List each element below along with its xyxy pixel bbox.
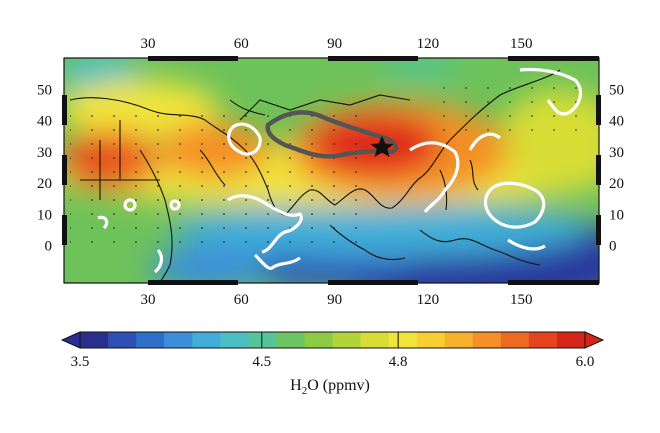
colorbar-tick-label: 3.5 [71,354,90,370]
latitude-labels-right: 0 10 20 30 40 50 [609,82,624,254]
lat-tick-label-left: 30 [37,145,52,161]
low-moisture-west [150,246,270,283]
colorbar-segment [248,332,277,348]
colorbar [60,331,605,349]
colorbar-segment [80,332,109,348]
lat-tick-label-right: 0 [609,239,617,255]
lon-tick-label-bottom: 30 [140,292,155,308]
lon-tick-label-bottom: 120 [417,292,440,308]
lat-tick-label-left: 0 [45,239,53,255]
star-marker [370,136,394,157]
lat-tick-label-left: 20 [37,176,52,192]
map-panel [64,58,599,283]
colorbar-segment [528,332,558,348]
colorbar-segment [276,332,305,348]
lon-tick-label-bottom: 150 [510,292,533,308]
lon-tick-label-top: 120 [417,36,440,52]
colorbar-tick-labels: 3.5 4.5 4.8 6.0 [71,332,595,370]
latitude-labels-left: 0 10 20 30 40 50 [37,82,52,254]
lon-tick-label-bottom: 60 [234,292,249,308]
colorbar-segment [444,332,474,348]
lat-tick-label-right: 40 [609,114,624,130]
coastlines [69,69,561,283]
colorbar-segment [304,332,333,348]
colorbar-tick-label: 4.8 [389,354,408,370]
longitude-labels-top: 30 60 90 120 150 [140,36,532,52]
lon-tick-label-top: 30 [140,36,155,52]
longitude-labels-bottom: 30 60 90 120 150 [140,292,532,308]
cyan-north [380,58,460,78]
colorbar-title-sub: 2 [301,385,308,398]
lat-tick-label-left: 50 [37,82,52,98]
lat-tick-label-right: 10 [609,207,624,223]
lon-tick-label-top: 150 [510,36,533,52]
colorbar-segment [388,332,418,348]
colorbar-tick-label: 6.0 [576,354,595,370]
lon-tick-label-top: 90 [327,36,342,52]
tibetan-plateau-outline [265,110,399,159]
colorbar-segment [472,332,502,348]
colorbar-segment [332,332,362,348]
lat-tick-label-right: 50 [609,82,624,98]
lat-tick-label-left: 10 [37,207,52,223]
significance-dots-east [440,80,580,140]
colorbar-segment [164,332,193,348]
colorbar-segment [108,332,137,348]
colorbar-segment [360,332,390,348]
frame-border-ticks [62,56,601,285]
colorbar-segment [136,332,165,348]
colorbar-tick-label: 4.5 [252,354,271,370]
colorbar-segment [500,332,530,348]
colorbar-title: H2O (ppmv) [0,377,660,397]
colorbar-segment [556,332,586,348]
colorbar-segment [220,332,249,348]
colorbar-min-arrow [60,331,81,349]
colorbar-title-main: H [290,377,302,394]
lat-tick-label-right: 30 [609,145,624,161]
colorbar-title-rest: O (ppmv) [307,377,370,394]
lon-tick-label-bottom: 90 [327,292,342,308]
colorbar-segment [416,332,446,348]
colorbar-max-arrow [584,331,605,349]
lon-tick-label-top: 60 [234,36,249,52]
lat-tick-label-left: 40 [37,114,52,130]
colorbar-segment [192,332,221,348]
lat-tick-label-right: 20 [609,176,624,192]
contour-lines [97,67,583,274]
